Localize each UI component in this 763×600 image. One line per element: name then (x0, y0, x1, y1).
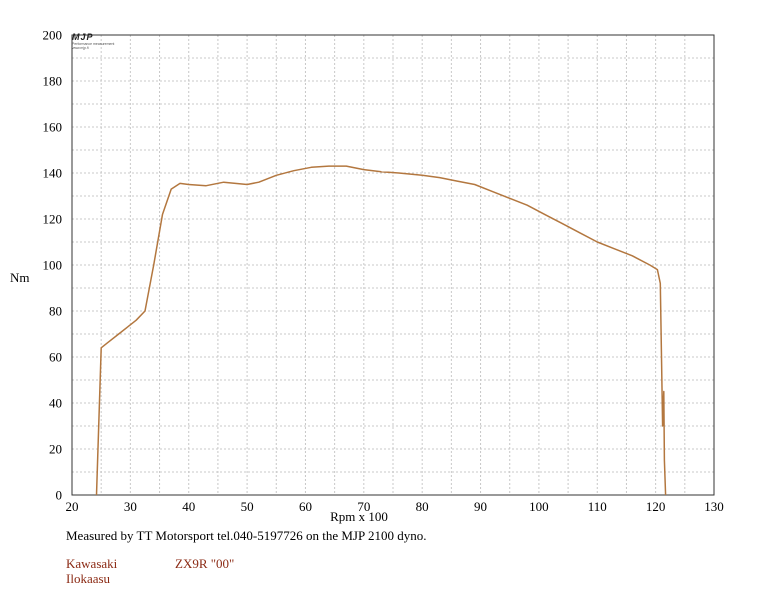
y-tick-label: 160 (43, 120, 63, 135)
measurement-caption: Measured by TT Motorsport tel.040-519772… (66, 528, 427, 543)
y-tick-label: 60 (49, 350, 62, 365)
note-make: Kawasaki (66, 556, 118, 571)
y-tick-label: 100 (43, 258, 63, 273)
y-tick-label: 200 (43, 28, 63, 43)
tick-labels: 20 30 40 50 60 70 80 90 100 110 120 130020406080100… (43, 28, 724, 515)
y-tick-label: 140 (43, 166, 63, 181)
y-tick-label: 40 (49, 396, 62, 411)
x-tick-label: 50 (241, 499, 254, 514)
x-tick-label: 100 (529, 499, 549, 514)
note-owner: Ilokaasu (66, 571, 111, 586)
y-tick-label: 180 (43, 74, 63, 89)
x-tick-label: 80 (416, 499, 429, 514)
x-tick-label: 60 (299, 499, 312, 514)
y-tick-label: 120 (43, 212, 63, 227)
x-tick-label: 40 (182, 499, 195, 514)
x-tick-label: 70 (357, 499, 370, 514)
y-tick-label: 20 (49, 442, 62, 457)
series-group (95, 165, 667, 496)
x-tick-label: 130 (704, 499, 724, 514)
torque-curve (95, 165, 667, 496)
logo-url: www.mjp.fi (72, 46, 89, 50)
x-tick-label: 30 (124, 499, 137, 514)
logo-subtitle: Performance measurement (72, 42, 115, 46)
x-tick-label: 120 (646, 499, 666, 514)
plot-frame (71, 34, 715, 496)
x-tick-label: 110 (588, 499, 607, 514)
note-model: ZX9R "00" (175, 556, 235, 571)
grid (71, 34, 715, 496)
mjp-logo: MJP Performance measurement www.mjp.fi (72, 33, 122, 55)
y-tick-label: 0 (56, 488, 63, 503)
x-axis-title: Rpm x 100 (330, 509, 388, 524)
x-tick-label: 90 (474, 499, 487, 514)
x-tick-label: 20 (66, 499, 79, 514)
y-axis-title: Nm (10, 270, 30, 285)
logo-mark: MJP (72, 32, 94, 42)
y-tick-label: 80 (49, 304, 62, 319)
